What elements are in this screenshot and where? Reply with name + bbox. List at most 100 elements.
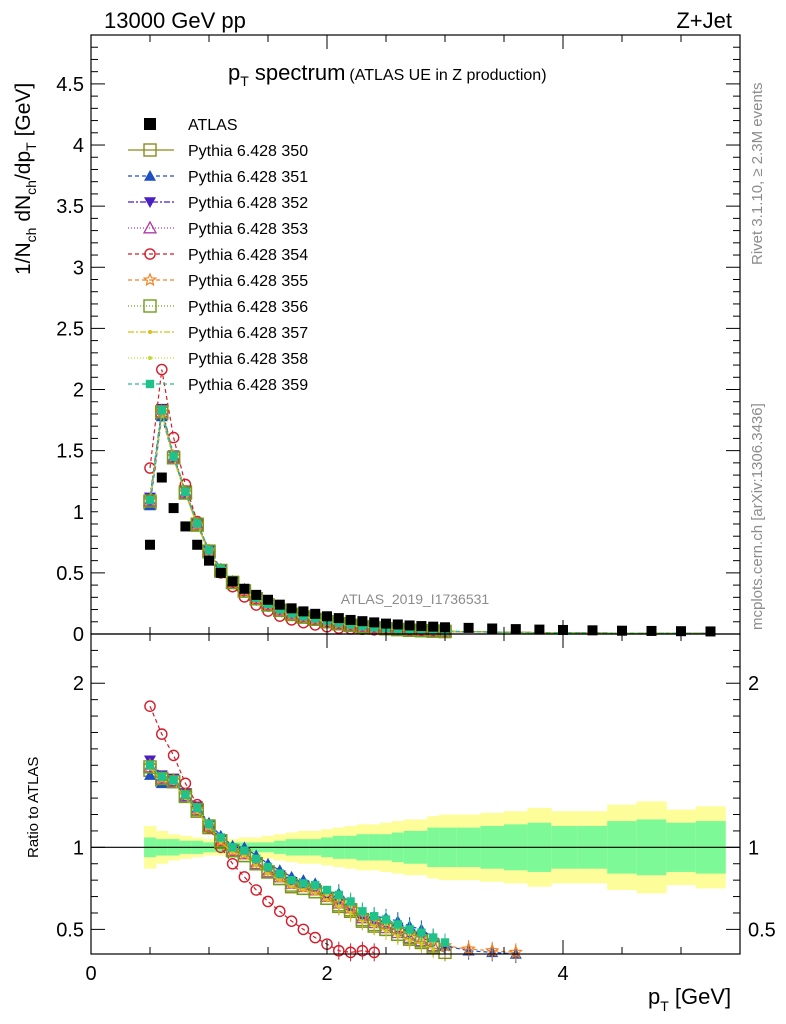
- mcplots-label: mcplots.cern.ch [arXiv:1306.3436]: [749, 403, 766, 630]
- main-title: pT spectrum (ATLAS UE in Z production): [228, 60, 547, 89]
- atlas-data-point: [322, 611, 332, 622]
- ratio-series-point: [266, 871, 270, 876]
- ratio-series-point: [263, 862, 273, 872]
- ratio-series-point: [311, 880, 320, 890]
- legend-marker: [148, 356, 152, 360]
- legend-label: Pythia 6.428 357: [188, 325, 308, 342]
- legend-label: Pythia 6.428 350: [188, 143, 308, 160]
- ratio-series-point: [193, 803, 202, 813]
- legend-label: Pythia 6.428 352: [188, 195, 308, 212]
- main-series-point: [204, 546, 214, 555]
- ratio-series-point: [289, 884, 294, 889]
- ratio-series-point: [358, 907, 367, 916]
- ratio-series-point: [325, 897, 329, 902]
- ratio-series-point: [169, 775, 178, 785]
- atlas-data-point: [428, 621, 439, 632]
- ratio-series-point: [322, 885, 332, 895]
- main-series-point: [358, 621, 367, 631]
- ratio-series-point: [228, 843, 237, 852]
- legend-label: Pythia 6.428 356: [188, 299, 308, 316]
- ratio-series-point: [178, 789, 193, 804]
- x-tick-label: 4: [557, 963, 568, 985]
- atlas-data-point: [251, 589, 262, 600]
- atlas-data-point: [705, 626, 716, 637]
- atlas-data-point: [510, 624, 521, 635]
- ratio-series-point: [226, 857, 239, 870]
- atlas-data-point: [274, 599, 285, 610]
- analysis-tag: ATLAS_2019_I1736531: [341, 591, 490, 607]
- main-y-tick-label: 2: [73, 380, 84, 402]
- ratio-series-point: [145, 761, 155, 770]
- ratio-series-point: [204, 820, 214, 829]
- ratio-series-point: [332, 944, 345, 957]
- legend-label: Pythia 6.428 358: [188, 351, 308, 368]
- ratio-series-point: [368, 946, 381, 959]
- legend-label: Pythia 6.428 353: [188, 221, 308, 238]
- main-series-point: [193, 519, 202, 528]
- atlas-data-point: [369, 617, 380, 628]
- atlas-data-point: [416, 621, 427, 632]
- ratio-series-point: [429, 933, 438, 942]
- ratio-series-point: [346, 897, 355, 906]
- legend-marker: [145, 379, 155, 389]
- main-y-tick-label: 1.5: [56, 441, 84, 463]
- ratio-series-point: [313, 891, 318, 896]
- atlas-data-point: [286, 603, 297, 614]
- main-series-point: [169, 452, 178, 461]
- legend-marker: [142, 220, 158, 234]
- main-series-point: [190, 517, 204, 531]
- main-series-line: [149, 411, 711, 634]
- main-y-tick-label: 0: [73, 624, 84, 646]
- ratio-series-point: [254, 863, 259, 868]
- atlas-data-point: [227, 576, 238, 587]
- legend-marker: [142, 272, 158, 287]
- title-word: spectrum: [249, 60, 346, 85]
- atlas-data-point: [263, 594, 273, 605]
- ratio-series-point: [166, 774, 181, 789]
- atlas-data-point: [646, 625, 657, 636]
- ratio-panel-frame: [90, 633, 741, 955]
- ratio-series-point: [301, 888, 306, 892]
- ratio-series-point: [238, 871, 251, 883]
- header-right: Z+Jet: [676, 8, 732, 33]
- ratio-series-point: [417, 928, 426, 937]
- legend-marker: [144, 170, 156, 181]
- ratio-series-point: [250, 884, 263, 896]
- ratio-series-point: [334, 890, 343, 900]
- legend-label: Pythia 6.428 359: [188, 377, 308, 394]
- atlas-data-point: [333, 613, 344, 624]
- x-axis-label: pT [GeV]: [648, 984, 731, 1014]
- ratio-series-point: [344, 946, 357, 959]
- legend-label-atlas: ATLAS: [188, 117, 238, 134]
- atlas-data-point: [298, 606, 309, 617]
- main-series-point: [181, 487, 190, 497]
- legend-marker: [144, 248, 156, 260]
- legend-marker-atlas: [144, 118, 156, 130]
- main-ylabel: 1/Nch dNch/dpT [GeV]: [12, 83, 39, 275]
- ratio-series-point: [262, 895, 274, 908]
- main-series-point: [157, 406, 166, 415]
- legend-marker: [143, 143, 157, 157]
- title-p: p: [228, 60, 240, 85]
- ratio-series-point: [285, 915, 298, 927]
- ratio-series-point: [393, 920, 402, 929]
- x-tick-label: 2: [321, 963, 332, 985]
- ratio-y-tick-label: 2: [73, 673, 84, 695]
- atlas-data-point: [168, 503, 179, 514]
- ratio-series-point: [405, 925, 414, 934]
- ratio-series-point: [381, 915, 391, 924]
- ratio-series-point: [299, 879, 308, 888]
- ratio-y-tick-label: 1: [73, 837, 84, 859]
- atlas-data-point: [345, 614, 356, 625]
- main-y-tick-label: 4.5: [56, 74, 84, 96]
- ratio-series-point: [202, 819, 216, 833]
- atlas-data-point: [215, 567, 226, 578]
- atlas-data-point: [404, 620, 415, 631]
- ratio-series-point: [143, 760, 157, 774]
- ratio-series-point: [309, 931, 322, 944]
- ratio-y-tick-label-right: 2: [748, 673, 759, 695]
- rivet-label: Rivet 3.1.10, ≥ 2.3M events: [749, 83, 766, 266]
- ratio-series-point: [240, 846, 249, 855]
- atlas-data-point: [180, 521, 191, 532]
- main-series-point: [178, 486, 193, 500]
